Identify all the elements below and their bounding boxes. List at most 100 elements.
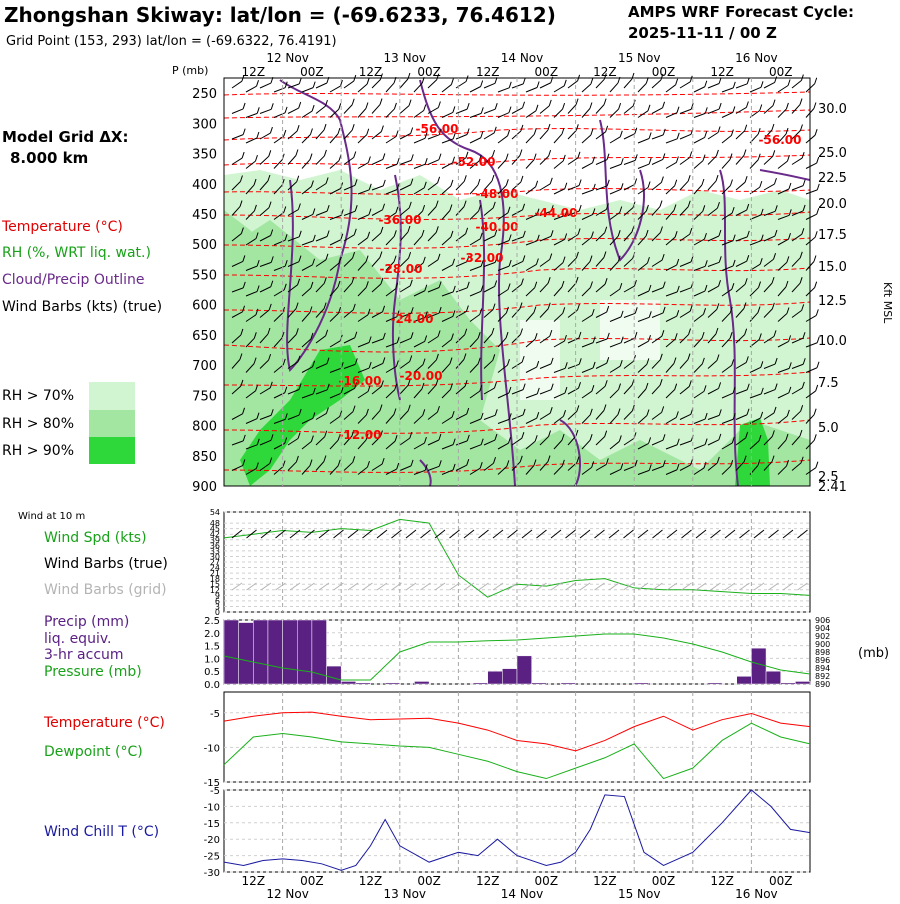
wind-barb-flag: [774, 205, 778, 212]
wind-barb-flag: [368, 361, 372, 369]
wind-barb-flag: [589, 408, 593, 415]
top-hour-label: 12Z: [359, 65, 383, 79]
wind-barb-flag: [646, 256, 650, 264]
wind-barb: [469, 467, 481, 475]
wind-barb-flag: [562, 154, 566, 162]
wind-barb-flag: [435, 226, 439, 233]
wind-barb-flag: [452, 285, 456, 293]
wind-barb-flag: [295, 455, 299, 463]
wind-barb-flag: [508, 259, 512, 267]
wind-barb: [413, 110, 425, 118]
wind-barb-flag: [382, 179, 386, 187]
wind-barb: [693, 210, 704, 220]
top-hour-label: 12Z: [242, 65, 266, 79]
bottom-date-label: 13 Nov: [384, 887, 427, 900]
wind-barb: [483, 180, 493, 191]
wind-barb: [679, 108, 692, 114]
wind-barb: [427, 134, 440, 140]
wind-barb-flag: [815, 461, 819, 468]
wind-barb: [329, 465, 339, 475]
wind-barb-flag: [647, 104, 651, 111]
wind-barb: [511, 155, 521, 165]
wind-barb: [539, 389, 552, 395]
wind-barb-flag: [522, 230, 526, 238]
wind-barb-flag: [493, 381, 497, 389]
pressure-tick-label: 700: [192, 359, 217, 374]
wind-barb: [441, 162, 453, 169]
wind-barb: [777, 188, 790, 195]
precip-bar: [311, 619, 327, 685]
wind-barb-flag: [563, 334, 567, 342]
wind-barb: [665, 444, 678, 450]
wind-barb-flag: [268, 303, 272, 311]
precip-bar: [707, 682, 723, 685]
wind-barb-flag: [298, 77, 302, 85]
wind-barb-flag: [576, 405, 580, 412]
precip-legend-3: 3-hr accum: [44, 647, 124, 663]
wind-tick-label: 54: [210, 508, 220, 517]
wind-barb-flag: [533, 306, 537, 313]
wind-barb-flag: [659, 379, 663, 386]
wind-barb-flag: [718, 229, 722, 237]
wind-barb-flag: [449, 204, 453, 211]
wind-barb: [399, 410, 409, 420]
wind-barb-flag: [477, 178, 481, 186]
grid-wind-barb: [579, 582, 591, 591]
wind-barb-flag: [337, 434, 341, 441]
wind-barb: [497, 289, 509, 297]
wind-barb-flag: [575, 276, 579, 284]
wind-barb: [651, 259, 663, 267]
wind-barb-flag: [395, 206, 399, 213]
precip-bar: [516, 655, 532, 685]
wind-barb: [245, 390, 256, 399]
wind-barb-flag: [634, 459, 638, 467]
wind-barb: [329, 416, 341, 424]
wind-barb-flag: [704, 131, 708, 138]
wind-barb-flag: [241, 151, 245, 159]
wind-barb-flag: [436, 73, 440, 80]
wind-barb-flag: [312, 81, 316, 88]
wind-barb-flag: [325, 407, 329, 414]
wind-barb-flag: [564, 233, 568, 240]
wind-barb: [721, 288, 733, 297]
wind-barb-flag: [648, 132, 652, 139]
pressure-tick-label: 850: [192, 450, 217, 465]
wind-barb-flag: [396, 157, 400, 165]
wind-barb: [707, 207, 718, 216]
wind-barb: [483, 359, 494, 369]
wind-barb-flag: [813, 434, 817, 441]
wind-barb: [343, 210, 356, 216]
wind-barb-flag: [703, 308, 707, 315]
grid-wind-barb: [724, 582, 736, 591]
wind-barb: [385, 189, 398, 195]
wind-barb: [553, 340, 565, 348]
wind-barb-flag: [816, 156, 820, 164]
grid-wind-barb: [449, 582, 460, 591]
wind-barb: [651, 411, 662, 420]
wind-barb: [693, 86, 706, 93]
wind-barb: [385, 414, 395, 424]
wind-barb: [651, 359, 661, 369]
wind-barb-flag: [801, 381, 805, 389]
temperature-label: -20.00: [400, 369, 443, 383]
wind-barb: [441, 444, 454, 450]
wind-barb-flag: [480, 131, 484, 138]
wind-barb: [609, 468, 622, 475]
wind-barb: [735, 461, 745, 471]
wind-barb: [623, 231, 633, 242]
wind-barb-flag: [771, 455, 775, 462]
wind-barb-flag: [422, 204, 426, 212]
wind-barb-flag: [760, 234, 764, 241]
wind-barb: [609, 235, 619, 246]
wind-barb-flag: [295, 328, 299, 335]
wind-barb: [329, 160, 340, 169]
wind-barb: [707, 360, 718, 369]
wind-barb: [749, 86, 762, 93]
surface-wind-barb: [275, 529, 286, 539]
wind-barb: [651, 158, 664, 165]
wind-barb-flag: [536, 208, 540, 215]
wind-barb: [343, 363, 356, 369]
wind-barb-flag: [577, 228, 581, 235]
wind-tick-label: 12: [210, 586, 220, 595]
wind-barb-flag: [368, 208, 372, 215]
